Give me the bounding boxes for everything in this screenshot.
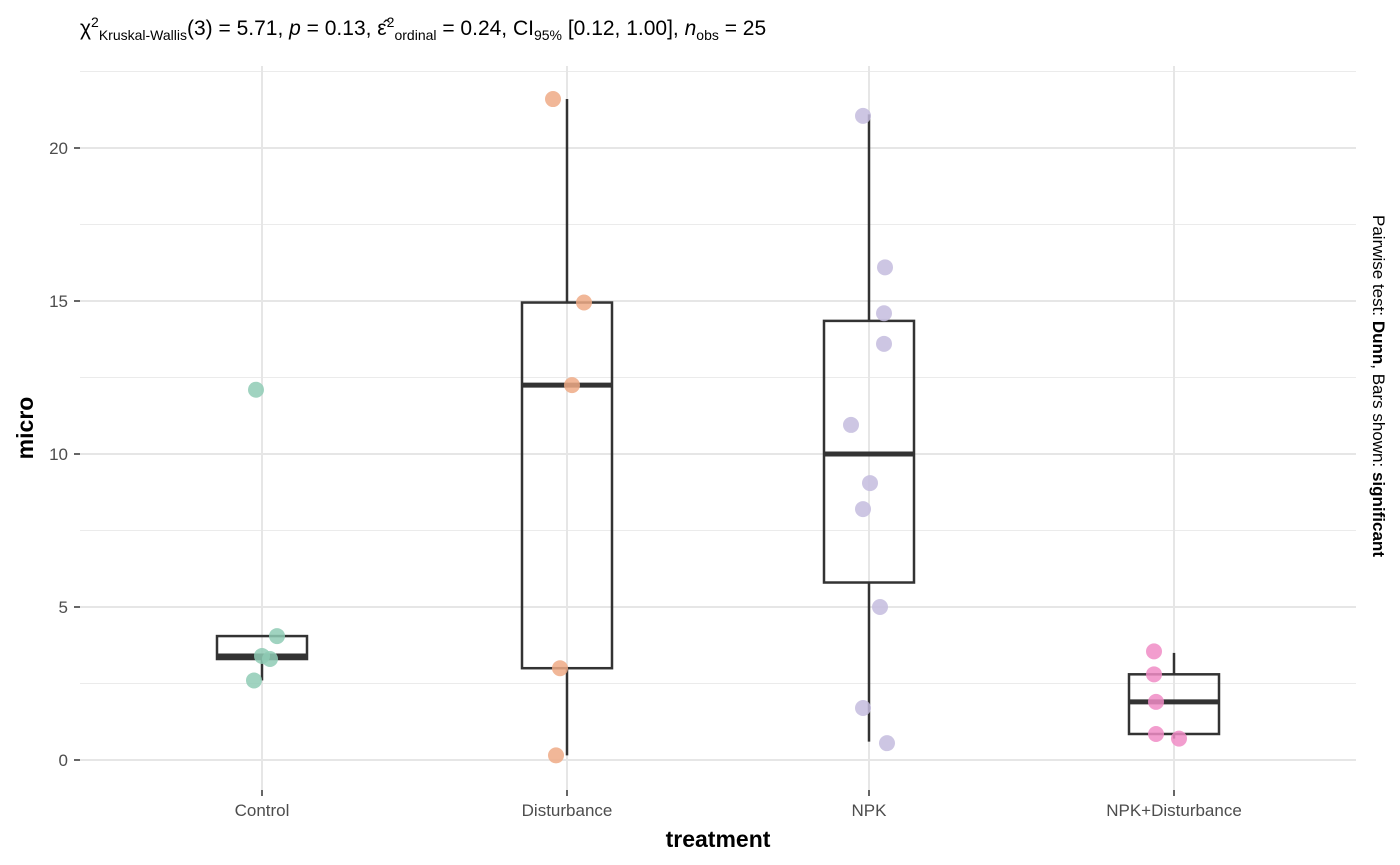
data-point — [876, 305, 892, 322]
data-point — [1146, 666, 1162, 683]
data-point — [862, 475, 878, 492]
points-layer — [246, 91, 1187, 764]
chi-symbol: χ — [80, 17, 92, 40]
y-tick-label: 0 — [59, 751, 68, 770]
data-point — [548, 747, 564, 764]
ci-sub: 95% — [533, 27, 563, 44]
chart-subtitle: χ2Kruskal-Wallis(3) = 5.71, p = 0.13, ε̂… — [80, 14, 766, 43]
eps-value: = 0.24, CI — [436, 17, 534, 40]
y-axis-label: micro — [12, 397, 38, 460]
grid-lines — [80, 66, 1356, 790]
box-layer — [215, 99, 1221, 756]
data-point — [855, 699, 871, 716]
data-point — [879, 735, 895, 752]
data-point — [576, 294, 592, 311]
data-point — [855, 107, 871, 124]
x-axis: Control Disturbance NPK NPK+Disturbance — [235, 790, 1242, 820]
data-point — [843, 416, 859, 433]
data-point — [1148, 725, 1164, 742]
data-point — [855, 501, 871, 518]
y-axis: 0 5 10 15 20 — [49, 139, 80, 770]
data-point — [246, 672, 262, 689]
y-tick-label: 10 — [49, 445, 68, 464]
x-tick-label-npk: NPK — [852, 801, 888, 820]
ci-value: [0.12, 1.00], — [562, 17, 685, 40]
eps-sub: ordinal — [394, 27, 437, 44]
eps-sup: 2 — [386, 14, 395, 30]
data-point — [269, 628, 285, 645]
x-axis-label: treatment — [666, 826, 771, 852]
n-label: n — [684, 17, 697, 40]
y-tick-label: 5 — [59, 598, 68, 617]
df-text: (3) = 5.71, — [186, 17, 290, 40]
box-npk — [822, 114, 916, 742]
p-value: = 0.13, — [300, 17, 378, 40]
n-sub: obs — [696, 27, 719, 44]
data-point — [876, 335, 892, 352]
n-value: = 25 — [718, 17, 767, 40]
data-point — [545, 91, 561, 108]
chi-sup: 2 — [91, 14, 99, 30]
y-tick-label: 15 — [49, 292, 68, 311]
x-tick-label-npk-disturbance: NPK+Disturbance — [1106, 801, 1242, 820]
chi-sub: Kruskal-Wallis — [98, 27, 187, 44]
eps-symbol: ε̂ — [377, 17, 387, 40]
x-tick-label-disturbance: Disturbance — [522, 801, 613, 820]
data-point — [1171, 730, 1187, 747]
data-point — [872, 599, 888, 615]
data-point — [552, 660, 568, 677]
x-tick-label-control: Control — [235, 801, 290, 820]
data-point — [1148, 693, 1164, 710]
data-point — [1146, 643, 1162, 660]
data-point — [564, 377, 580, 394]
data-point — [248, 381, 264, 398]
data-point — [877, 259, 893, 276]
data-point — [262, 651, 278, 668]
p-label: p — [289, 17, 301, 40]
y-tick-label: 20 — [49, 139, 68, 158]
